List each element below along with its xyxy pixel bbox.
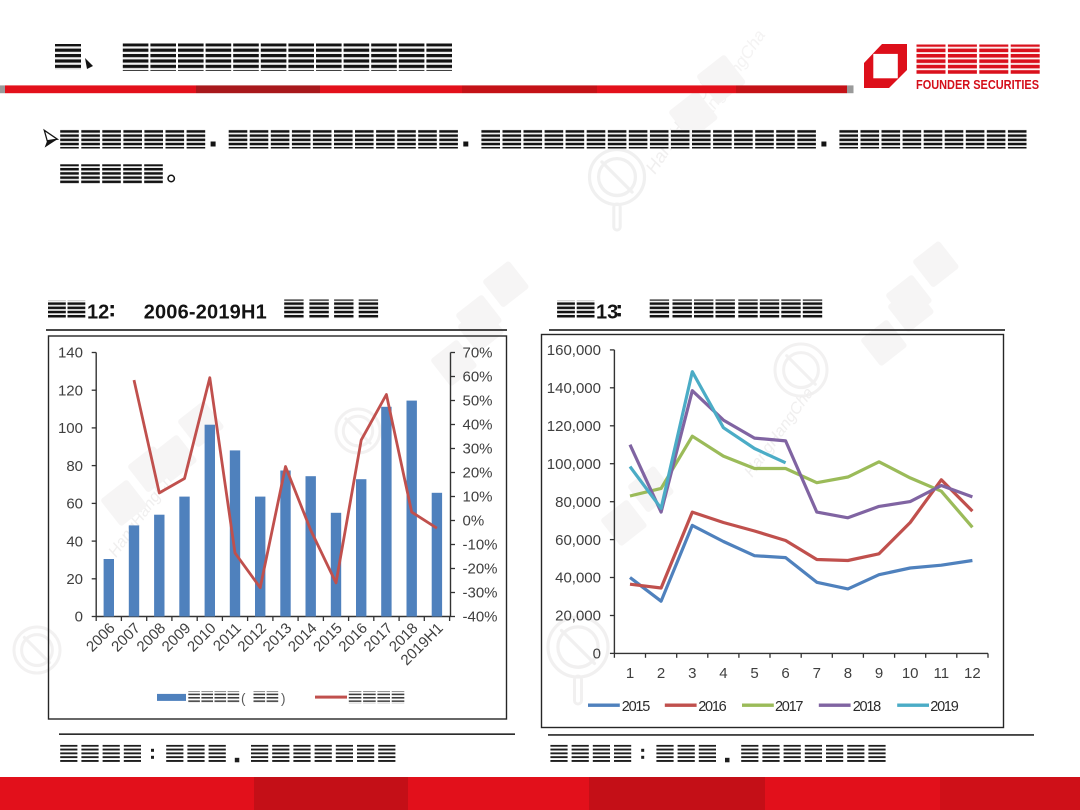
svg-text:5: 5 (750, 665, 758, 682)
svg-text:20%: 20% (463, 465, 493, 482)
svg-text:8: 8 (844, 665, 852, 682)
svg-text:11: 11 (934, 665, 950, 682)
svg-text:0: 0 (75, 609, 83, 626)
svg-text:20,000: 20,000 (555, 608, 601, 625)
svg-text:20: 20 (66, 571, 83, 588)
svg-text:10%: 10% (463, 489, 493, 506)
svg-text:2016: 2016 (698, 699, 727, 715)
svg-text:120: 120 (58, 382, 83, 399)
svg-text:-40%: -40% (463, 609, 498, 626)
svg-text:30%: 30% (463, 441, 493, 458)
svg-text:0: 0 (593, 646, 601, 663)
svg-text:9: 9 (875, 665, 883, 682)
svg-text:12: 12 (964, 665, 981, 682)
svg-text:-10%: -10% (463, 537, 498, 554)
svg-text:60,000: 60,000 (555, 532, 601, 549)
svg-text:0%: 0% (463, 513, 485, 530)
svg-text:-20%: -20% (463, 561, 498, 578)
svg-text:10: 10 (902, 665, 919, 682)
svg-text:100,000: 100,000 (547, 456, 601, 473)
svg-text:2: 2 (657, 665, 665, 682)
svg-text:80,000: 80,000 (555, 494, 601, 511)
svg-text:160,000: 160,000 (547, 342, 601, 359)
svg-text:FOUNDER SECURITIES: FOUNDER SECURITIES (916, 78, 1039, 92)
svg-text:1: 1 (626, 665, 634, 682)
svg-text:13: 13 (596, 302, 618, 324)
svg-text:2018: 2018 (853, 699, 882, 715)
svg-text:60: 60 (66, 496, 83, 513)
svg-text:7: 7 (813, 665, 821, 682)
svg-text:6: 6 (781, 665, 789, 682)
svg-text:4: 4 (719, 665, 727, 682)
svg-text:2017: 2017 (775, 699, 804, 715)
svg-text:70%: 70% (463, 345, 493, 362)
svg-text:40,000: 40,000 (555, 570, 601, 587)
svg-text:2015: 2015 (622, 699, 651, 715)
svg-text:140,000: 140,000 (547, 380, 601, 397)
svg-text:50%: 50% (463, 393, 493, 410)
svg-text:2006-2019H1: 2006-2019H1 (144, 302, 267, 324)
svg-text:3: 3 (688, 665, 696, 682)
svg-text:2019: 2019 (930, 699, 959, 715)
svg-text:80: 80 (66, 458, 83, 475)
svg-text:(: ( (241, 691, 246, 706)
svg-text:120,000: 120,000 (547, 418, 601, 435)
svg-text:40: 40 (66, 533, 83, 550)
svg-text:40%: 40% (463, 417, 493, 434)
svg-text:60%: 60% (463, 369, 493, 386)
svg-text:12: 12 (87, 302, 109, 324)
svg-text:140: 140 (58, 345, 83, 362)
svg-text:-30%: -30% (463, 585, 498, 602)
svg-text:): ) (281, 691, 286, 706)
svg-text:100: 100 (58, 420, 83, 437)
